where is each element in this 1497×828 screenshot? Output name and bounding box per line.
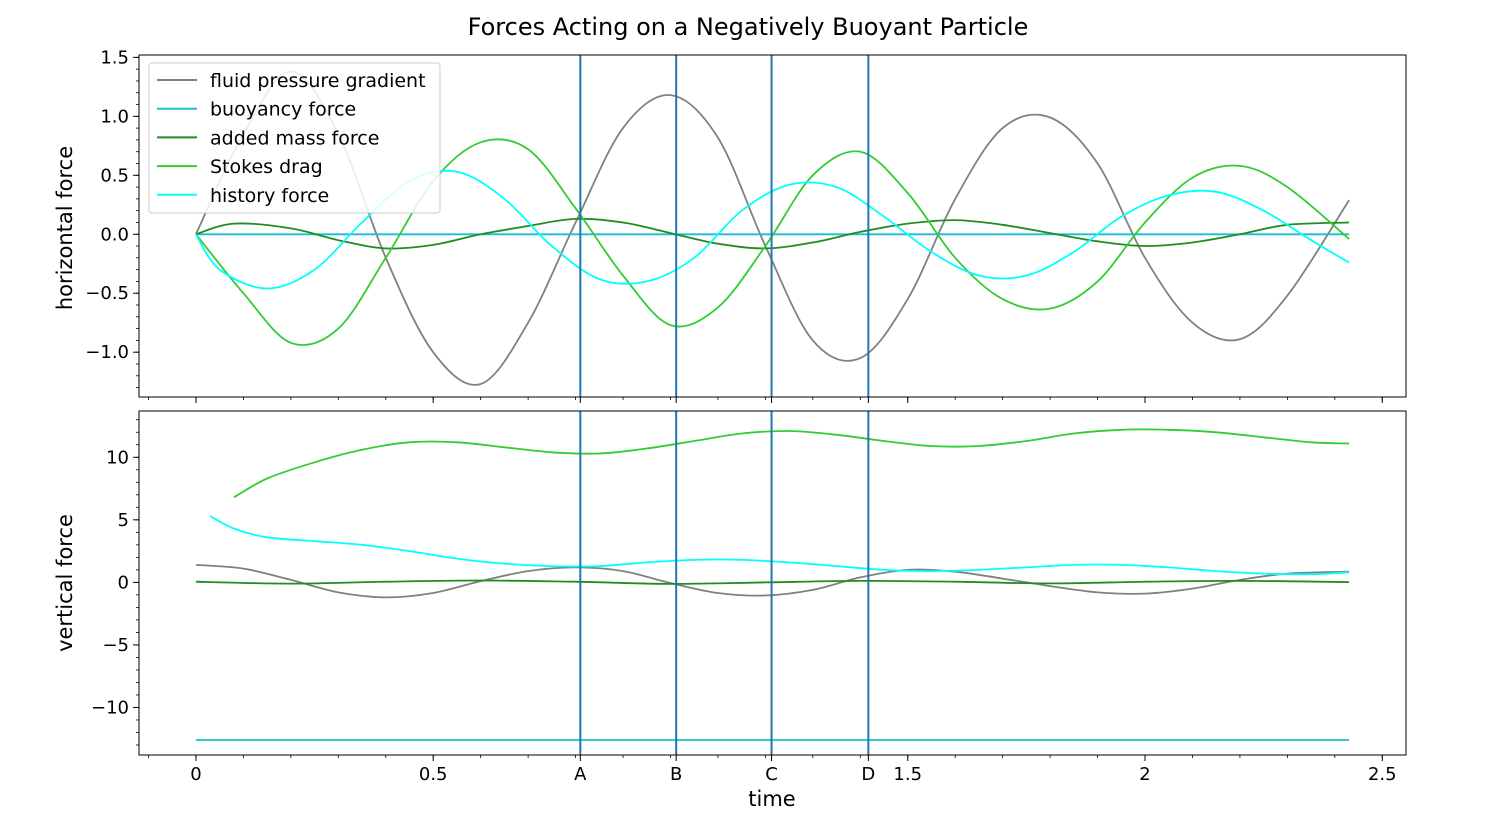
legend-label-stokes-drag: Stokes drag	[210, 156, 323, 178]
y-tick-label: 0	[118, 572, 129, 593]
series-line-history-force	[209, 515, 1350, 576]
series-line-stokes-drag	[233, 428, 1350, 499]
legend-label-added-mass-force: added mass force	[210, 127, 379, 149]
x-tick-label: 2.5	[1368, 764, 1397, 785]
series-line-added-mass-force	[195, 579, 1350, 585]
y-axis-label-vertical: vertical force	[53, 514, 77, 652]
y-tick-label: 0.5	[100, 165, 129, 186]
y-tick-label: 5	[118, 510, 129, 531]
legend-box	[148, 62, 441, 214]
x-tick-label: 0.5	[419, 764, 448, 785]
x-tick-label: 1.5	[893, 764, 922, 785]
series-line-added-mass-force	[195, 217, 1350, 250]
plot-frame	[138, 54, 1407, 398]
series-line-fluid-pressure-gradient	[195, 564, 1350, 599]
y-tick-label: −10	[91, 697, 129, 718]
plot-frame	[138, 410, 1407, 756]
legend-label-buoyancy-force: buoyancy force	[210, 99, 356, 121]
y-tick-label: −0.5	[85, 283, 129, 304]
chart-title: Forces Acting on a Negatively Buoyant Pa…	[468, 13, 1029, 41]
y-tick-label: −5	[102, 635, 129, 656]
x-tick-label: A	[574, 764, 587, 785]
series-line-history-force	[195, 169, 1350, 290]
y-axis-label-horizontal: horizontal force	[53, 146, 77, 310]
x-tick-label: D	[861, 764, 875, 785]
y-tick-label: −1.0	[85, 342, 129, 363]
x-tick-label: B	[670, 764, 682, 785]
legend: fluid pressure gradient buoyancy force add…	[148, 62, 441, 214]
y-tick-label: 10	[106, 447, 129, 468]
y-tick-label: 0.0	[100, 224, 129, 245]
series-line-stokes-drag	[195, 138, 1350, 346]
x-tick-label: 0	[190, 764, 201, 785]
x-axis-label: time	[748, 787, 795, 811]
legend-label-history-force: history force	[210, 185, 329, 207]
y-tick-label: 1.0	[100, 106, 129, 127]
vertical-force-panel: 10 5 0 −5 −10 0 0.5 A B C D 1.5 2 2.5	[91, 410, 1407, 785]
legend-label-fluid-pressure-gradient: fluid pressure gradient	[210, 70, 426, 92]
x-tick-label: 2	[1139, 764, 1150, 785]
horizontal-force-panel: 1.5 1.0 0.5 0.0 −0.5 −1.0	[85, 47, 1407, 403]
y-tick-label: 1.5	[100, 47, 129, 68]
x-tick-label: C	[765, 764, 778, 785]
